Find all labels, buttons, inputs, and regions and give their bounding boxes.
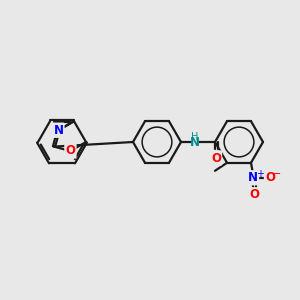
- Text: O: O: [65, 145, 75, 158]
- Text: O: O: [65, 143, 75, 157]
- Text: N: N: [190, 136, 200, 149]
- Text: O: O: [249, 188, 259, 201]
- Text: O: O: [265, 171, 275, 184]
- Text: N: N: [53, 124, 63, 137]
- Text: O: O: [211, 152, 221, 164]
- Text: N: N: [53, 124, 63, 137]
- Text: +: +: [256, 169, 264, 179]
- Text: N: N: [248, 171, 258, 184]
- Text: −: −: [272, 169, 282, 179]
- Text: H: H: [191, 132, 199, 142]
